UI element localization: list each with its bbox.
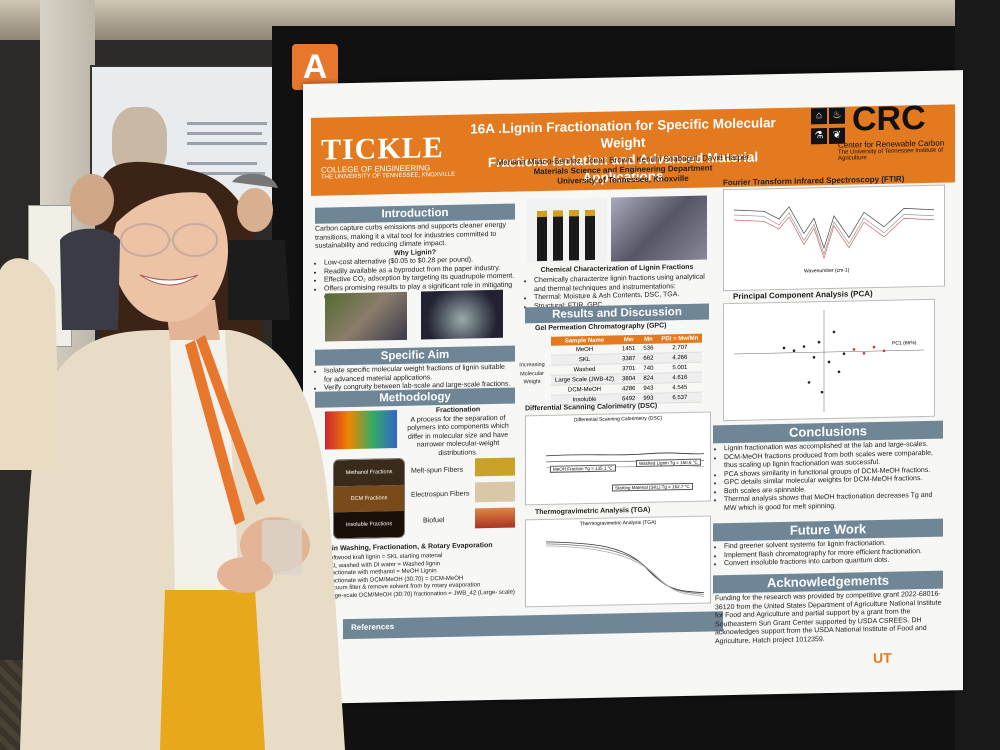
research-poster: TICKLE COLLEGE OF ENGINEERING THE UNIVER… [303,70,963,704]
screen-text-line [187,142,267,145]
screen-text-line [187,122,267,125]
tga-chart: Thermogravimetric Analysis (TGA) [525,515,711,608]
screen-text-line [187,132,262,135]
pca-scatter [734,310,924,413]
ftir-spectra [733,206,935,260]
pca-chart: PC1 (66%) [723,298,935,422]
dsc-chart: Differential Scanning Calorimetry (DSC) … [525,411,711,506]
tga-curves [545,541,705,597]
booth-letter-badge: A [292,44,338,90]
ftir-chart: Wavenumber (cm-1) [723,184,945,292]
